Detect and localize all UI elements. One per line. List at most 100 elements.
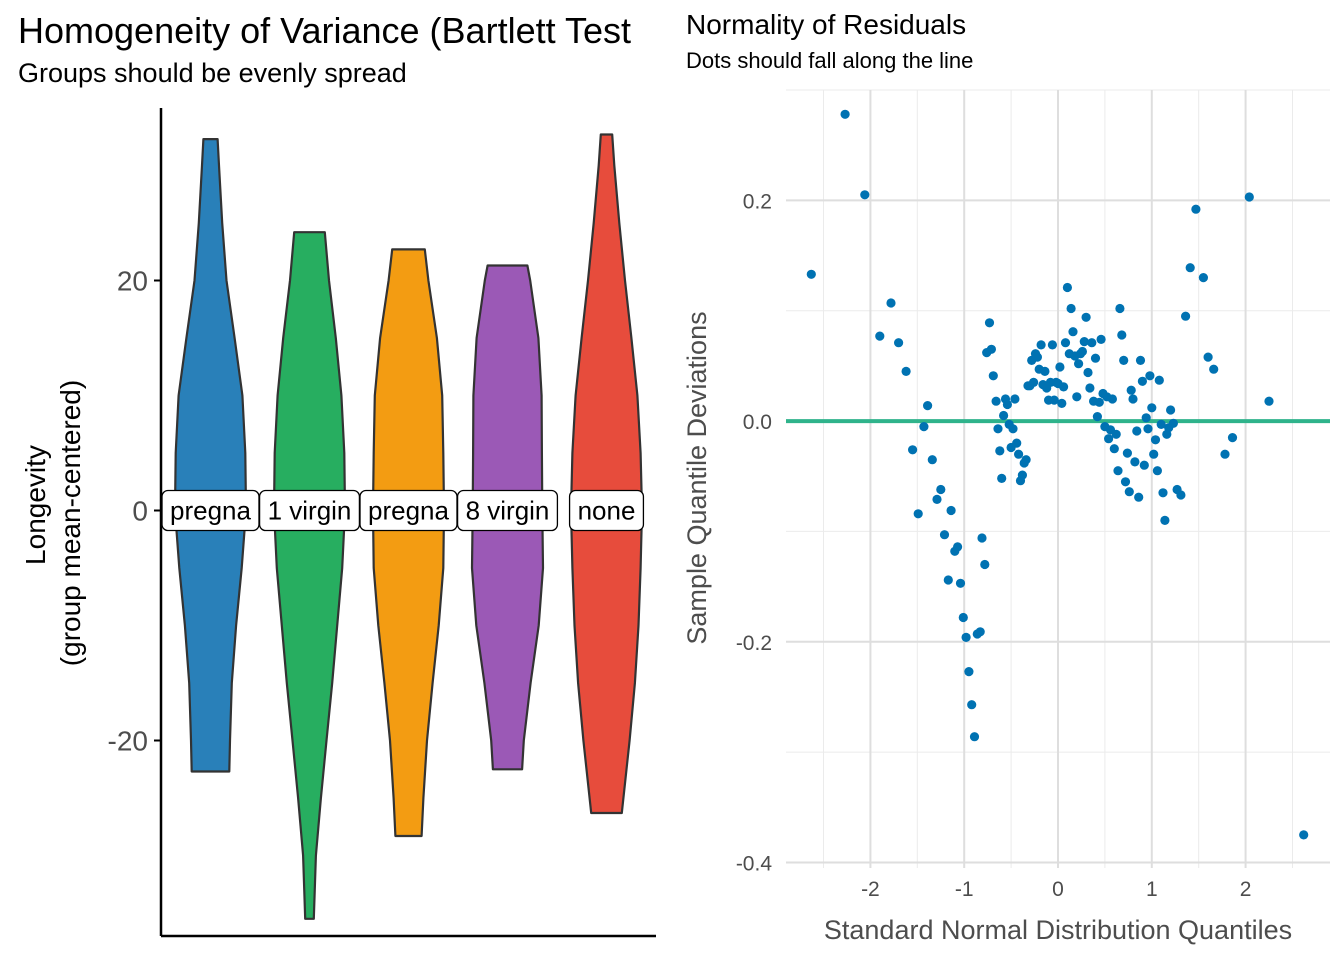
qq-y-tick-label: -0.2: [736, 632, 772, 655]
qq-point: [1010, 394, 1020, 404]
qq-point: [1176, 490, 1186, 500]
qq-points: [806, 109, 1309, 840]
violin-labels: pregna 1 virgin pregna 8 virgin none: [161, 489, 645, 532]
qq-point: [1104, 434, 1114, 444]
qq-point: [1168, 418, 1178, 428]
qq-point: [1002, 399, 1013, 410]
left-y-ticks: -20 0 20: [108, 266, 161, 757]
qq-y-tick-label: -0.4: [736, 852, 773, 875]
qq-point: [1181, 311, 1191, 321]
qq-point: [1203, 352, 1213, 362]
qq-point: [1166, 405, 1176, 415]
violin-chart: pregna 1 virgin pregna 8 virgin none -20020 …: [20, 108, 656, 938]
violin-label-1: 1 virgin: [258, 489, 361, 532]
qq-point: [1115, 303, 1125, 314]
qq-point: [1083, 367, 1093, 378]
qq-point: [1021, 455, 1031, 465]
qq-point: [1096, 334, 1106, 344]
qq-point: [936, 484, 946, 495]
qq-x-tick-label: -1: [955, 878, 974, 901]
qq-point: [1111, 429, 1121, 439]
qq-point: [1057, 398, 1067, 408]
qq-point: [1141, 413, 1151, 423]
qq-x-tick-label: 0: [1052, 878, 1064, 901]
qq-x-axis-label: Standard Normal Distribution Quantiles: [824, 915, 1292, 945]
qq-y-axis-label: Sample Quantile Deviations: [682, 311, 712, 644]
qq-point: [1143, 424, 1153, 434]
qq-point: [939, 530, 950, 540]
qq-point: [1135, 355, 1146, 365]
qq-point: [1094, 397, 1104, 407]
qq-point: [1244, 192, 1254, 202]
qq-point: [875, 331, 885, 341]
qq-point: [923, 401, 933, 411]
qq-point: [986, 344, 997, 354]
qq-point: [1085, 383, 1095, 393]
left-chart-subtitle: Groups should be evenly spread: [18, 58, 407, 88]
qq-point: [1059, 382, 1069, 392]
qq-chart: -0.4 -0.2 0.0 0.2 -2 -1 0 1 2 Standard Normal D…: [682, 89, 1330, 945]
qq-point: [1055, 362, 1065, 372]
qq-point: [1147, 403, 1157, 413]
qq-point: [1124, 487, 1134, 497]
qq-point: [1109, 444, 1119, 454]
qq-point: [993, 424, 1003, 434]
left-y-tick-label: 20: [117, 266, 148, 297]
violin-0: [173, 138, 248, 773]
qq-point: [1126, 385, 1136, 395]
qq-point: [1107, 394, 1117, 404]
qq-point: [1299, 830, 1309, 840]
qq-point: [1128, 394, 1138, 404]
violin-4: [569, 133, 644, 815]
qq-point: [995, 446, 1005, 456]
violin-label-2: pregna: [359, 489, 458, 532]
qq-point: [1014, 449, 1024, 459]
qq-point: [953, 542, 963, 552]
qq-point: [955, 578, 966, 588]
left-y-axis-label-line1: Longevity: [20, 445, 51, 565]
qq-point: [1029, 377, 1039, 387]
left-y-tick-label: 0: [132, 496, 148, 527]
qq-point: [1152, 466, 1162, 476]
qq-point: [1036, 340, 1046, 350]
qq-point: [961, 632, 971, 643]
qq-point: [1117, 330, 1127, 340]
qq-point: [1160, 515, 1170, 526]
qq-point: [1154, 375, 1164, 385]
qq-grid: [786, 89, 1330, 868]
qq-point: [1062, 282, 1072, 293]
left-y-tick-label: -20: [108, 726, 148, 757]
qq-point: [1132, 426, 1142, 436]
qq-x-tick-label: -2: [861, 878, 880, 901]
violin-label-text-0: pregna: [170, 496, 251, 526]
qq-point: [1139, 460, 1149, 470]
qq-point: [1220, 449, 1230, 459]
qq-point: [1049, 395, 1059, 405]
qq-point: [977, 533, 987, 543]
violin-label-text-4: none: [578, 496, 636, 526]
qq-point: [908, 445, 918, 455]
right-chart-title: Normality of Residuals: [686, 9, 967, 40]
violin-label-text-3: 8 virgin: [466, 496, 550, 526]
qq-point: [1158, 488, 1168, 498]
qq-point: [1264, 396, 1274, 406]
qq-point: [1130, 457, 1140, 467]
qq-point: [1150, 435, 1161, 445]
qq-point: [860, 190, 870, 200]
qq-point: [1145, 371, 1155, 381]
qq-point: [975, 627, 985, 637]
qq-point: [1068, 327, 1078, 337]
qq-point: [1032, 352, 1042, 362]
qq-point: [1040, 366, 1050, 376]
violin-2: [371, 248, 446, 838]
qq-point: [988, 371, 998, 381]
violin-label-3: 8 virgin: [456, 489, 559, 532]
qq-point: [1087, 338, 1097, 348]
qq-point: [1066, 303, 1076, 314]
qq-point: [943, 575, 953, 585]
qq-point: [1156, 419, 1166, 429]
qq-point: [1017, 470, 1027, 480]
qq-point: [886, 298, 896, 308]
qq-point: [969, 732, 980, 742]
violin-label-box-4: [568, 489, 645, 532]
